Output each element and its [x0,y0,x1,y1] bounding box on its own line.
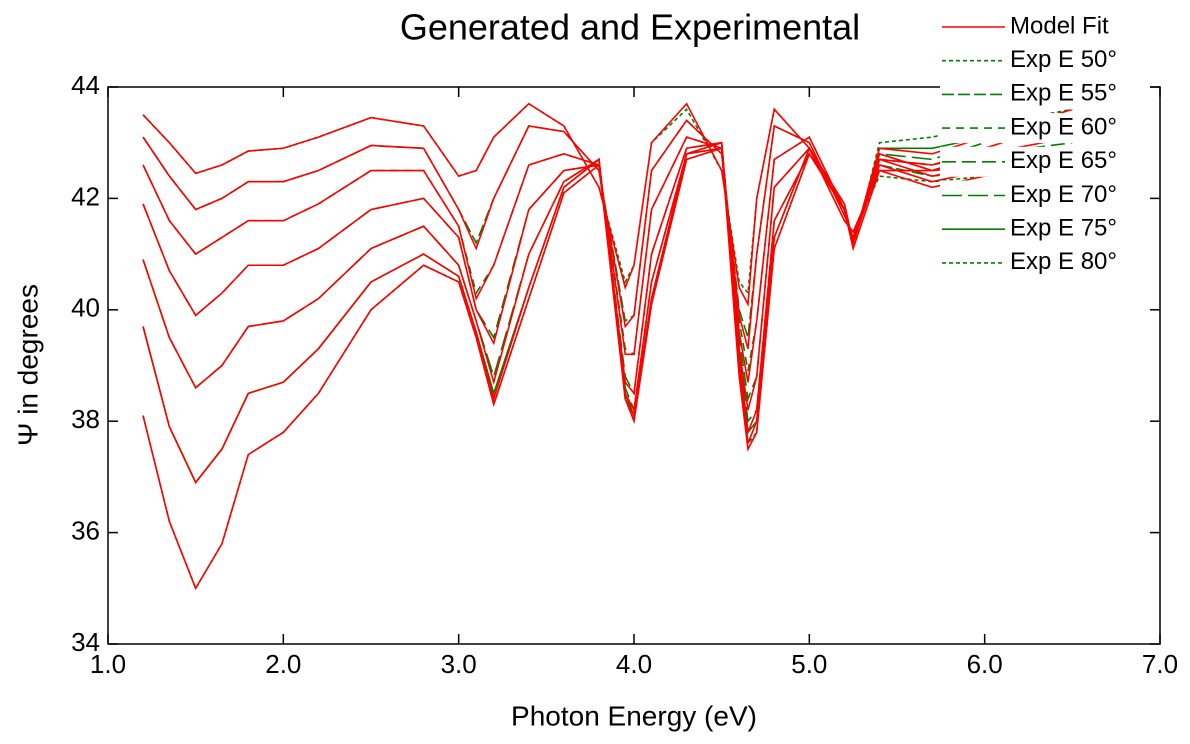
fit-line [142,141,1073,411]
legend-label: Exp E 70° [1010,181,1117,208]
y-tick-label: 34 [71,627,100,657]
fit-line [142,147,1073,591]
legend-label: Exp E 55° [1010,80,1117,107]
y-tick-label: 38 [71,404,100,434]
x-tick-label: 1.0 [90,649,126,679]
x-tick-label: 5.0 [791,649,827,679]
x-tick-label: 2.0 [265,649,301,679]
legend-label: Exp E 65° [1010,147,1117,174]
x-tick-label: 6.0 [967,649,1003,679]
y-tick-label: 44 [71,70,100,100]
fit-line [142,102,1073,308]
legend-label: Exp E 80° [1010,248,1117,275]
y-axis-label: Ψ in degrees [12,284,43,446]
x-tick-label: 3.0 [441,649,477,679]
y-tick-label: 42 [71,181,100,211]
x-tick-label: 4.0 [616,649,652,679]
x-axis-label: Photon Energy (eV) [511,700,757,731]
legend-label: Exp E 50° [1010,46,1117,73]
legend-label: Exp E 60° [1010,113,1117,140]
fit-line [142,141,1073,433]
series-line [142,135,1073,372]
chart-title: Generated and Experimental [400,7,860,48]
fit-line [142,119,1073,349]
legend-label: Exp E 75° [1010,215,1117,242]
y-tick-label: 36 [71,515,100,545]
legend-label: Model Fit [1010,12,1109,39]
y-tick-label: 40 [71,293,100,323]
legend-bg [940,45,1150,76]
legend-bg [940,247,1150,278]
x-tick-label: 7.0 [1142,649,1178,679]
